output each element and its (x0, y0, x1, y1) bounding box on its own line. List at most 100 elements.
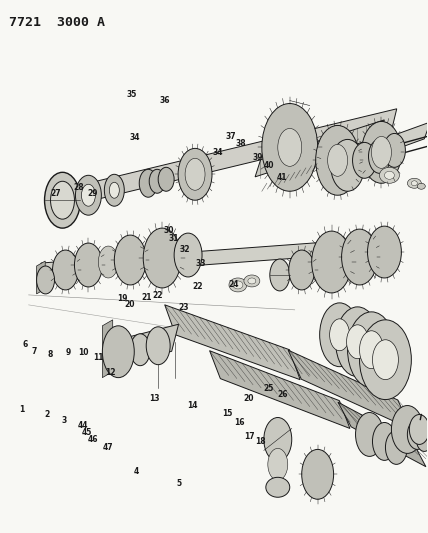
Ellipse shape (139, 169, 157, 197)
Text: 29: 29 (87, 189, 98, 198)
Ellipse shape (392, 406, 423, 454)
Ellipse shape (114, 235, 146, 285)
Ellipse shape (312, 231, 351, 293)
Ellipse shape (229, 278, 247, 292)
Ellipse shape (149, 169, 165, 193)
Ellipse shape (362, 122, 401, 183)
Ellipse shape (302, 449, 333, 499)
Ellipse shape (347, 325, 369, 359)
Polygon shape (53, 109, 397, 210)
Ellipse shape (248, 278, 256, 284)
Polygon shape (342, 122, 428, 169)
Ellipse shape (417, 183, 425, 189)
Text: 38: 38 (235, 139, 246, 148)
Ellipse shape (36, 266, 54, 294)
Text: 15: 15 (223, 409, 233, 418)
Text: 8: 8 (47, 350, 53, 359)
Text: 28: 28 (73, 183, 83, 192)
Ellipse shape (342, 229, 377, 285)
Ellipse shape (411, 181, 417, 186)
Ellipse shape (348, 312, 395, 387)
Polygon shape (338, 402, 426, 467)
Ellipse shape (143, 228, 181, 288)
Text: 7: 7 (31, 347, 37, 356)
Ellipse shape (264, 417, 292, 462)
Text: 26: 26 (278, 390, 288, 399)
Polygon shape (102, 320, 113, 378)
Text: 32: 32 (180, 245, 190, 254)
Text: 2: 2 (44, 410, 49, 419)
Polygon shape (288, 350, 411, 429)
Text: 22: 22 (193, 282, 203, 291)
Ellipse shape (330, 140, 365, 191)
Ellipse shape (320, 303, 360, 367)
Ellipse shape (278, 128, 302, 166)
Ellipse shape (384, 171, 395, 179)
Ellipse shape (178, 148, 212, 200)
Text: 45: 45 (82, 428, 92, 437)
Text: 20: 20 (124, 300, 135, 309)
Ellipse shape (98, 246, 118, 278)
Text: 36: 36 (160, 96, 170, 105)
Text: 9: 9 (65, 348, 71, 357)
Text: 19: 19 (117, 294, 128, 303)
Ellipse shape (53, 250, 78, 290)
Ellipse shape (360, 331, 383, 369)
Ellipse shape (372, 136, 392, 168)
Ellipse shape (185, 158, 205, 190)
Ellipse shape (316, 125, 360, 195)
Text: 27: 27 (51, 189, 62, 198)
Polygon shape (117, 324, 178, 365)
Text: 22: 22 (152, 291, 163, 300)
Text: 31: 31 (168, 235, 179, 244)
Ellipse shape (407, 419, 427, 449)
Text: 4: 4 (134, 466, 139, 475)
Ellipse shape (262, 103, 318, 191)
Polygon shape (210, 351, 350, 429)
Text: 11: 11 (93, 353, 103, 362)
Ellipse shape (353, 142, 377, 178)
Ellipse shape (74, 243, 102, 287)
Polygon shape (165, 305, 300, 379)
Ellipse shape (386, 431, 407, 464)
Ellipse shape (266, 478, 290, 497)
Ellipse shape (407, 178, 421, 188)
Ellipse shape (380, 167, 399, 183)
Text: 14: 14 (187, 401, 198, 410)
Text: 47: 47 (103, 442, 113, 451)
Text: 40: 40 (263, 161, 274, 170)
Ellipse shape (360, 320, 411, 400)
Ellipse shape (356, 413, 383, 456)
Ellipse shape (174, 233, 202, 277)
Text: 20: 20 (244, 394, 254, 403)
Ellipse shape (368, 226, 401, 278)
Ellipse shape (383, 133, 405, 167)
Ellipse shape (81, 184, 95, 206)
Text: 5: 5 (176, 479, 181, 488)
Ellipse shape (369, 140, 390, 173)
Ellipse shape (336, 307, 380, 377)
Text: 18: 18 (256, 437, 266, 446)
Ellipse shape (109, 182, 119, 198)
Text: 7721  3000 A: 7721 3000 A (9, 17, 105, 29)
Text: 10: 10 (78, 348, 88, 357)
Polygon shape (40, 238, 380, 277)
Text: 6: 6 (23, 340, 28, 349)
Text: 46: 46 (88, 435, 98, 444)
Text: 44: 44 (77, 422, 88, 430)
Text: 17: 17 (244, 432, 255, 441)
Ellipse shape (327, 144, 348, 176)
Text: 33: 33 (195, 259, 205, 268)
Ellipse shape (102, 326, 134, 378)
Ellipse shape (146, 327, 170, 365)
Ellipse shape (268, 448, 288, 480)
Text: 21: 21 (142, 293, 152, 302)
Ellipse shape (289, 250, 315, 290)
Text: 16: 16 (235, 418, 245, 427)
Ellipse shape (270, 259, 290, 291)
Ellipse shape (75, 175, 101, 215)
Text: 41: 41 (277, 173, 288, 182)
Polygon shape (255, 120, 384, 177)
Text: 34: 34 (130, 133, 140, 142)
Ellipse shape (233, 281, 243, 289)
